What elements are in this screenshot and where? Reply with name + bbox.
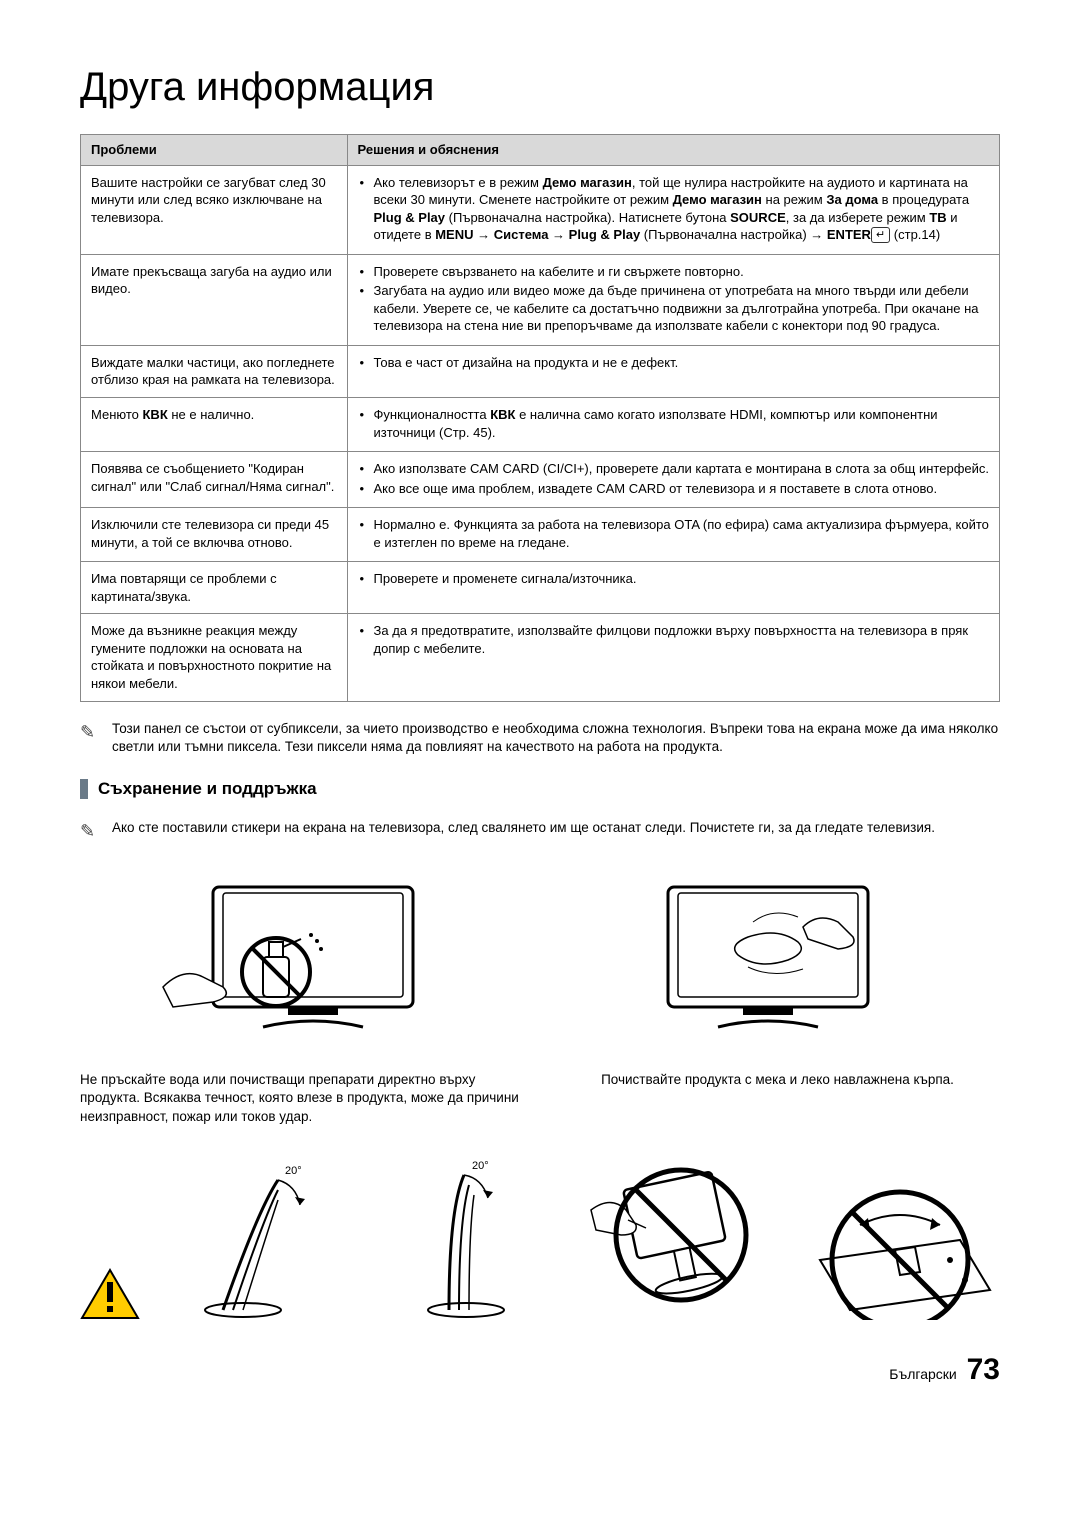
table-row-solution: Нормално е. Функцията за работа на телев… (347, 508, 1000, 562)
table-row-problem: Имате прекъсваща загуба на аудио или вид… (81, 254, 348, 345)
col-solutions: Решения и обяснения (347, 135, 1000, 166)
table-row-solution: Ако използвате CAM CARD (CI/CI+), провер… (347, 452, 1000, 508)
col-problems: Проблеми (81, 135, 348, 166)
footer-page-number: 73 (967, 1353, 1000, 1386)
page-footer: Български 73 (80, 1350, 1000, 1391)
solution-item: За да я предотвратите, използвайте филцо… (358, 622, 990, 657)
solution-item: Проверете и променете сигнала/източника. (358, 570, 990, 588)
page-title: Друга информация (80, 60, 1000, 114)
table-row-solution: Проверете и променете сигнала/източника. (347, 562, 1000, 614)
note-stickers-text: Ако сте поставили стикери на екрана на т… (112, 820, 935, 835)
solution-item: Нормално е. Функцията за работа на телев… (358, 516, 990, 551)
solution-item: Ако телевизорът е в режим Демо магазин, … (358, 174, 990, 244)
diagram-tilt-1: 20° (164, 1150, 351, 1320)
table-row-problem: Има повтарящи се проблеми с картината/зв… (81, 562, 348, 614)
warning-icon (80, 1268, 140, 1320)
table-row-solution: Проверете свързването на кабелите и ги с… (347, 254, 1000, 345)
solution-item: Проверете свързването на кабелите и ги с… (358, 263, 990, 281)
solution-item: Загубата на аудио или видео може да бъде… (358, 282, 990, 335)
care-left-illustration (80, 857, 525, 1057)
solution-item: Ако все още има проблем, извадете CAM CA… (358, 480, 990, 498)
diagram-pull-prohibit (586, 1150, 776, 1320)
table-row-problem: Менюто КВК не е налично. (81, 398, 348, 452)
section-storage-title: Съхранение и поддръжка (98, 778, 317, 801)
table-row-problem: Появява се съобщението "Кодиран сигнал" … (81, 452, 348, 508)
table-row-solution: Ако телевизорът е в режим Демо магазин, … (347, 165, 1000, 254)
care-left: Не пръскайте вода или почистващи препара… (80, 857, 525, 1126)
tilt-label-2: 20° (472, 1160, 489, 1172)
care-right: Почиствайте продукта с мека и леко навла… (555, 857, 1000, 1126)
care-left-caption: Не пръскайте вода или почистващи препара… (80, 1071, 525, 1126)
solution-item: Функционалността КВК е налична само кога… (358, 406, 990, 441)
table-row-problem: Изключили сте телевизора си преди 45 мин… (81, 508, 348, 562)
troubleshoot-table: Проблеми Решения и обяснения Вашите наст… (80, 134, 1000, 702)
note-stickers: ✎ Ако сте поставили стикери на екрана на… (80, 819, 1000, 837)
diagram-topview-prohibit (800, 1150, 1000, 1320)
note-pixels-text: Този панел се състои от субпиксели, за ч… (112, 721, 998, 754)
note-pixels: ✎ Този панел се състои от субпиксели, за… (80, 720, 1000, 756)
section-bar (80, 779, 88, 799)
note-icon: ✎ (80, 819, 95, 843)
note-icon: ✎ (80, 720, 95, 744)
solution-item: Ако използвате CAM CARD (CI/CI+), провер… (358, 460, 990, 478)
table-row-problem: Може да възникне реакция между гумените … (81, 614, 348, 701)
table-row-problem: Вашите настройки се загубват след 30 мин… (81, 165, 348, 254)
table-row-problem: Виждате малки частици, ако погледнете от… (81, 345, 348, 397)
tilt-label-1: 20° (285, 1165, 302, 1177)
table-row-solution: Функционалността КВК е налична само кога… (347, 398, 1000, 452)
solution-item: Това е част от дизайна на продукта и не … (358, 354, 990, 372)
table-row-solution: Това е част от дизайна на продукта и не … (347, 345, 1000, 397)
diagram-tilt-2: 20° (375, 1150, 562, 1320)
table-row-solution: За да я предотвратите, използвайте филцо… (347, 614, 1000, 701)
care-right-illustration (555, 857, 1000, 1057)
care-right-caption: Почиствайте продукта с мека и леко навла… (601, 1071, 954, 1089)
footer-lang: Български (889, 1366, 956, 1382)
section-storage-heading: Съхранение и поддръжка (80, 778, 1000, 801)
